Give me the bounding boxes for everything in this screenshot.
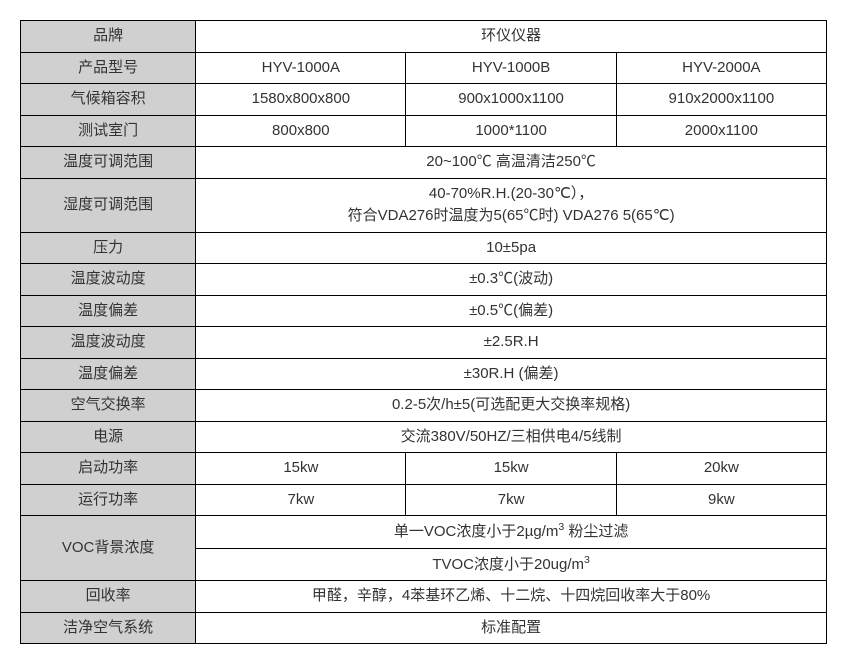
spec-table: 品牌 环仪仪器 产品型号 HYV-1000A HYV-1000B HYV-200… (20, 20, 827, 644)
volume-3: 910x2000x1100 (616, 84, 826, 116)
voc1-pre: 单一VOC浓度小于2µg/m (394, 523, 559, 540)
model-1: HYV-1000A (196, 52, 406, 84)
start-pw-3: 20kw (616, 453, 826, 485)
voc1-post: 粉尘过滤 (564, 523, 628, 540)
door-3: 2000x1100 (616, 115, 826, 147)
label-door: 测试室门 (21, 115, 196, 147)
model-3: HYV-2000A (616, 52, 826, 84)
door-2: 1000*1100 (406, 115, 616, 147)
value-recovery: 甲醛，辛醇，4苯基环乙烯、十二烷、十四烷回收率大于80% (196, 581, 827, 613)
row-pressure: 压力 10±5pa (21, 232, 827, 264)
row-temp-fluct2: 温度波动度 ±2.5R.H (21, 327, 827, 359)
label-temp-fluct1: 温度波动度 (21, 264, 196, 296)
volume-2: 900x1000x1100 (406, 84, 616, 116)
value-temp-fluct2: ±2.5R.H (196, 327, 827, 359)
humid-line2: 符合VDA276时温度为5(65℃时) VDA276 5(65℃) (348, 207, 675, 224)
run-pw-1: 7kw (196, 484, 406, 516)
row-brand: 品牌 环仪仪器 (21, 21, 827, 53)
label-clean-air: 洁净空气系统 (21, 612, 196, 644)
start-pw-1: 15kw (196, 453, 406, 485)
value-pressure: 10±5pa (196, 232, 827, 264)
value-temp-dev2: ±30R.H (偏差) (196, 358, 827, 390)
value-voc-bg-1: 单一VOC浓度小于2µg/m3 粉尘过滤 (196, 516, 827, 549)
row-recovery: 回收率 甲醛，辛醇，4苯基环乙烯、十二烷、十四烷回收率大于80% (21, 581, 827, 613)
door-1: 800x800 (196, 115, 406, 147)
row-temp-dev2: 温度偏差 ±30R.H (偏差) (21, 358, 827, 390)
label-humid-range: 湿度可调范围 (21, 178, 196, 232)
voc2-sup: 3 (584, 554, 590, 566)
value-power: 交流380V/50HZ/三相供电4/5线制 (196, 421, 827, 453)
run-pw-2: 7kw (406, 484, 616, 516)
row-clean-air: 洁净空气系统 标准配置 (21, 612, 827, 644)
row-volume: 气候箱容积 1580x800x800 900x1000x1100 910x200… (21, 84, 827, 116)
row-humid-range: 湿度可调范围 40-70%R.H.(20-30℃）， 符合VDA276时温度为5… (21, 178, 827, 232)
humid-line1: 40-70%R.H.(20-30℃）， (429, 185, 593, 202)
start-pw-2: 15kw (406, 453, 616, 485)
value-humid-range: 40-70%R.H.(20-30℃）， 符合VDA276时温度为5(65℃时) … (196, 178, 827, 232)
row-door: 测试室门 800x800 1000*1100 2000x1100 (21, 115, 827, 147)
label-air-exch: 空气交换率 (21, 390, 196, 422)
volume-1: 1580x800x800 (196, 84, 406, 116)
row-power: 电源 交流380V/50HZ/三相供电4/5线制 (21, 421, 827, 453)
label-run-pw: 运行功率 (21, 484, 196, 516)
label-pressure: 压力 (21, 232, 196, 264)
label-recovery: 回收率 (21, 581, 196, 613)
label-temp-range: 温度可调范围 (21, 147, 196, 179)
value-temp-fluct1: ±0.3℃(波动) (196, 264, 827, 296)
value-temp-range: 20~100℃ 高温清洁250℃ (196, 147, 827, 179)
row-temp-dev1: 温度偏差 ±0.5℃(偏差) (21, 295, 827, 327)
row-air-exch: 空气交换率 0.2-5次/h±5(可选配更大交换率规格) (21, 390, 827, 422)
row-start-pw: 启动功率 15kw 15kw 20kw (21, 453, 827, 485)
row-temp-fluct1: 温度波动度 ±0.3℃(波动) (21, 264, 827, 296)
label-temp-fluct2: 温度波动度 (21, 327, 196, 359)
label-model: 产品型号 (21, 52, 196, 84)
value-clean-air: 标准配置 (196, 612, 827, 644)
label-temp-dev2: 温度偏差 (21, 358, 196, 390)
value-voc-bg-2: TVOC浓度小于20ug/m3 (196, 548, 827, 581)
value-brand: 环仪仪器 (196, 21, 827, 53)
row-model: 产品型号 HYV-1000A HYV-1000B HYV-2000A (21, 52, 827, 84)
value-temp-dev1: ±0.5℃(偏差) (196, 295, 827, 327)
label-start-pw: 启动功率 (21, 453, 196, 485)
row-run-pw: 运行功率 7kw 7kw 9kw (21, 484, 827, 516)
row-voc-bg-1: VOC背景浓度 单一VOC浓度小于2µg/m3 粉尘过滤 (21, 516, 827, 549)
label-volume: 气候箱容积 (21, 84, 196, 116)
label-brand: 品牌 (21, 21, 196, 53)
label-voc-bg: VOC背景浓度 (21, 516, 196, 581)
voc2-pre: TVOC浓度小于20ug/m (432, 556, 584, 573)
label-power: 电源 (21, 421, 196, 453)
model-2: HYV-1000B (406, 52, 616, 84)
value-air-exch: 0.2-5次/h±5(可选配更大交换率规格) (196, 390, 827, 422)
label-temp-dev1: 温度偏差 (21, 295, 196, 327)
run-pw-3: 9kw (616, 484, 826, 516)
row-temp-range: 温度可调范围 20~100℃ 高温清洁250℃ (21, 147, 827, 179)
